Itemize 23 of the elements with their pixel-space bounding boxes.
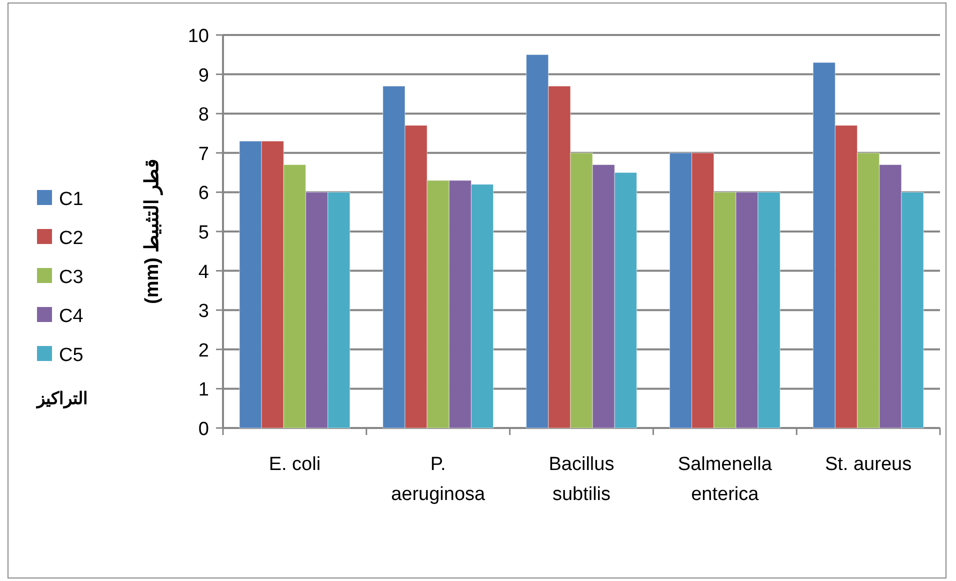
y-tick-label: 1 [198,380,209,401]
legend-label: C3 [59,267,84,288]
y-axis-title: قطر التثبيط (mm) [142,158,163,304]
x-tick-label: P. aeruginosa [391,454,486,505]
legend-title: التراكيز [35,389,88,409]
y-tick-label: 0 [198,419,209,440]
x-tick-label: Bacillus subtilis [548,454,614,505]
y-tick-label: 8 [198,104,209,126]
y-tick-label: 10 [188,26,209,47]
legend-label: C4 [59,306,84,327]
y-tick-label: 5 [198,222,209,244]
y-tick-label: 3 [198,301,209,322]
legend-label: C2 [59,228,84,249]
x-tick-label: E. coli [268,454,321,475]
x-tick-label: St. aureus [824,454,912,475]
y-tick-label: 7 [198,144,209,165]
x-tick-label: Salmenella enterica [678,454,772,505]
legend-label: C5 [59,345,84,366]
y-tick-label: 2 [198,340,209,362]
legend-label: C1 [59,189,84,210]
y-tick-label: 9 [198,65,209,86]
y-tick-label: 6 [198,183,209,204]
y-tick-label: 4 [198,262,210,283]
